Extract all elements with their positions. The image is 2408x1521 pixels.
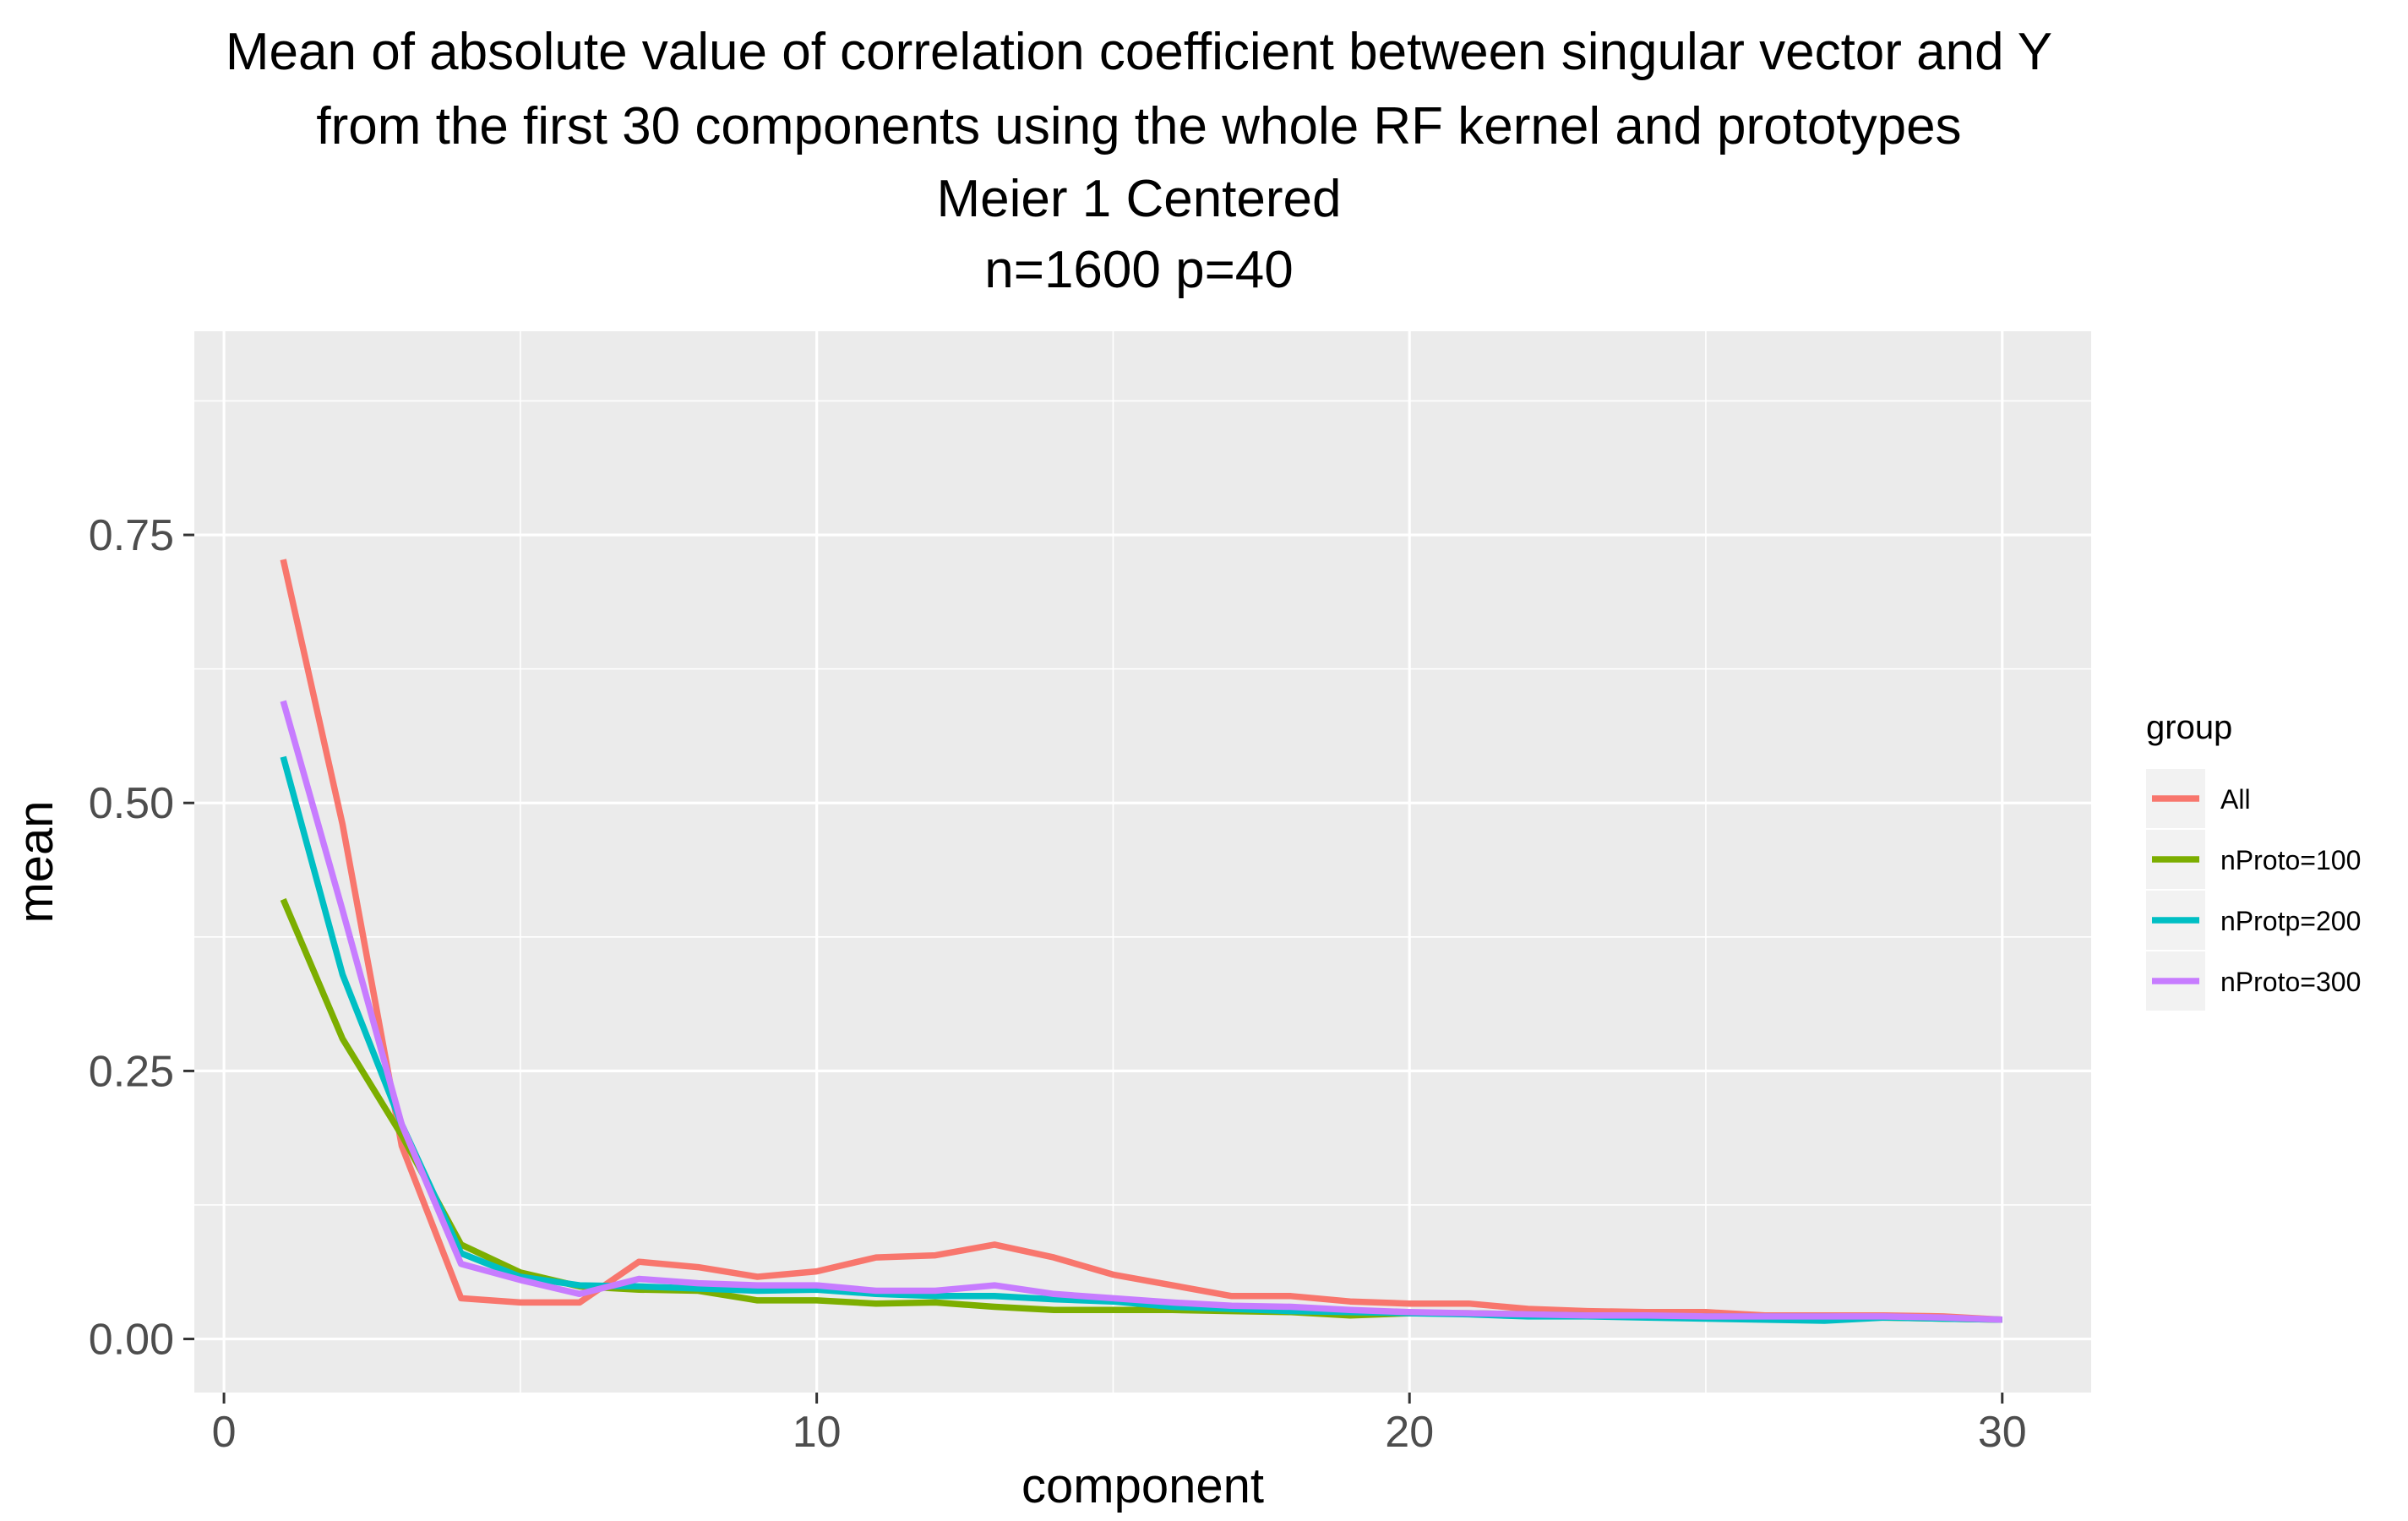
x-tick-label: 10 — [793, 1408, 842, 1457]
x-tick-label: 0 — [212, 1408, 237, 1457]
y-tick-label: 0.50 — [89, 779, 174, 828]
series-line-4 — [280, 700, 2002, 1323]
legend: group All nProto=100 nProtp=200 nProto=300 — [2146, 709, 2361, 1011]
y-tick-label: 0.75 — [89, 511, 174, 560]
legend-title: group — [2146, 709, 2232, 746]
x-tick-label: 30 — [1978, 1408, 2027, 1457]
axes: 0 10 20 30 0.00 0.25 0.50 0.75 — [89, 511, 2027, 1457]
y-axis-title: mean — [8, 800, 63, 923]
legend-label: nProtp=200 — [2220, 906, 2361, 936]
legend-label: nProto=100 — [2220, 845, 2361, 875]
legend-label: All — [2220, 784, 2251, 815]
title-line-2: from the first 30 components using the w… — [316, 97, 1961, 155]
title-line-3: Meier 1 Centered — [936, 170, 1341, 228]
plot-panel — [194, 331, 2091, 1393]
chart-title: Mean of absolute value of correlation co… — [226, 23, 2052, 299]
grid-lines — [194, 331, 2091, 1393]
x-axis-title: component — [1021, 1458, 1264, 1513]
y-tick-label: 0.25 — [89, 1047, 174, 1096]
x-tick-label: 20 — [1385, 1408, 1434, 1457]
y-tick-label: 0.00 — [89, 1316, 174, 1365]
series-line-1 — [280, 559, 2003, 1323]
legend-label: nProto=300 — [2220, 967, 2361, 997]
title-line-1: Mean of absolute value of correlation co… — [226, 23, 2052, 81]
series-lines — [280, 559, 2003, 1324]
title-line-4: n=1600 p=40 — [984, 241, 1294, 299]
